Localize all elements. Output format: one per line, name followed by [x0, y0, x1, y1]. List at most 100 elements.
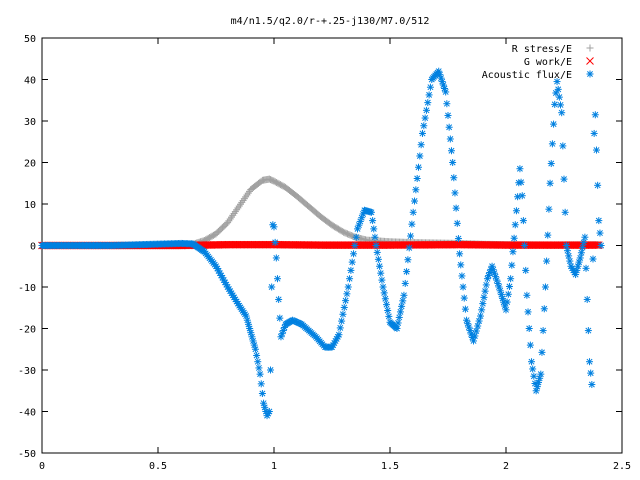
data-point [407, 232, 415, 240]
data-point [559, 142, 567, 150]
data-point [453, 219, 461, 227]
data-point [376, 262, 384, 270]
data-point [378, 276, 386, 284]
data-point [597, 242, 605, 249]
data-point [592, 146, 600, 154]
data-point [486, 268, 494, 276]
data-point [589, 255, 597, 263]
data-point [461, 305, 469, 313]
data-point [369, 217, 377, 225]
y-tick-label: -50 [18, 449, 36, 460]
data-point [350, 250, 358, 258]
data-point [464, 320, 472, 328]
data-point [373, 248, 381, 256]
data-point [379, 283, 387, 291]
data-point [449, 159, 457, 166]
data-point [344, 283, 352, 291]
y-tick-label: -40 [18, 408, 36, 419]
data-point [582, 264, 590, 272]
data-point [543, 257, 551, 265]
x-tick-label: 1.5 [381, 461, 399, 472]
data-point [563, 247, 571, 255]
data-point [409, 208, 417, 216]
x-tick-label: 1 [271, 461, 277, 472]
data-point [470, 337, 478, 345]
data-point [541, 283, 549, 291]
data-point [426, 83, 434, 91]
y-tick-label: 0 [30, 242, 36, 253]
data-point [258, 390, 266, 398]
data-point [447, 147, 455, 155]
data-point [401, 279, 409, 287]
data-point [465, 323, 473, 331]
data-point [518, 192, 526, 200]
data-point [417, 141, 425, 149]
data-point [451, 189, 459, 197]
data-point [508, 261, 516, 269]
data-point [395, 313, 403, 321]
data-point [444, 111, 452, 119]
data-point [480, 293, 488, 301]
data-point [394, 319, 402, 327]
data-point [413, 175, 421, 183]
data-point [374, 255, 382, 263]
data-point [404, 256, 412, 264]
data-point [525, 325, 533, 332]
x-tick-label: 2.5 [613, 461, 631, 472]
legend-marker [586, 44, 594, 52]
data-point [233, 298, 241, 306]
y-tick-label: -30 [18, 366, 36, 377]
data-point [244, 320, 252, 328]
data-point [398, 302, 406, 310]
y-tick-label: 50 [24, 34, 36, 45]
y-axis: 50 40 30 20 10 0 -10 -20 -30 -40 -50 [18, 34, 622, 460]
data-point [441, 84, 449, 92]
data-point [459, 283, 467, 291]
data-point [411, 197, 419, 205]
data-point [591, 111, 599, 119]
data-point [346, 275, 354, 283]
data-point [416, 152, 424, 160]
data-point [481, 287, 489, 295]
data-point [526, 341, 534, 349]
data-point [278, 330, 286, 338]
data-point [249, 337, 257, 345]
data-point [243, 316, 251, 324]
data-point [450, 174, 458, 182]
data-point [547, 160, 555, 168]
data-point [380, 289, 388, 297]
x-axis: 0 0.5 1 1.5 2 2.5 [39, 38, 631, 472]
data-point [471, 332, 479, 340]
data-point [503, 298, 511, 306]
data-point [479, 300, 487, 308]
data-point [458, 272, 466, 280]
data-point [442, 88, 450, 96]
data-point [253, 351, 261, 359]
data-point [560, 175, 568, 183]
data-point [544, 231, 552, 239]
data-point [276, 314, 284, 322]
data-point [268, 283, 276, 291]
data-point [399, 297, 407, 305]
data-point [420, 122, 428, 130]
y-tick-label: 30 [24, 117, 36, 128]
data-point [385, 312, 393, 320]
data-point [554, 85, 562, 93]
data-point [446, 135, 454, 143]
data-point [537, 370, 545, 378]
data-point [539, 327, 547, 335]
data-point [550, 120, 558, 128]
data-point [517, 178, 525, 186]
data-point [576, 254, 584, 262]
data-point [270, 223, 278, 231]
data-point [478, 306, 486, 314]
x-tick-label: 0.5 [149, 461, 167, 472]
data-point [502, 306, 510, 314]
data-point [412, 186, 420, 194]
data-point [588, 381, 596, 389]
chart-title: m4/n1.5/q2.0/r-+.25-j130/M7.0/512 [231, 16, 430, 27]
data-point [540, 305, 548, 313]
data-point [524, 308, 532, 316]
